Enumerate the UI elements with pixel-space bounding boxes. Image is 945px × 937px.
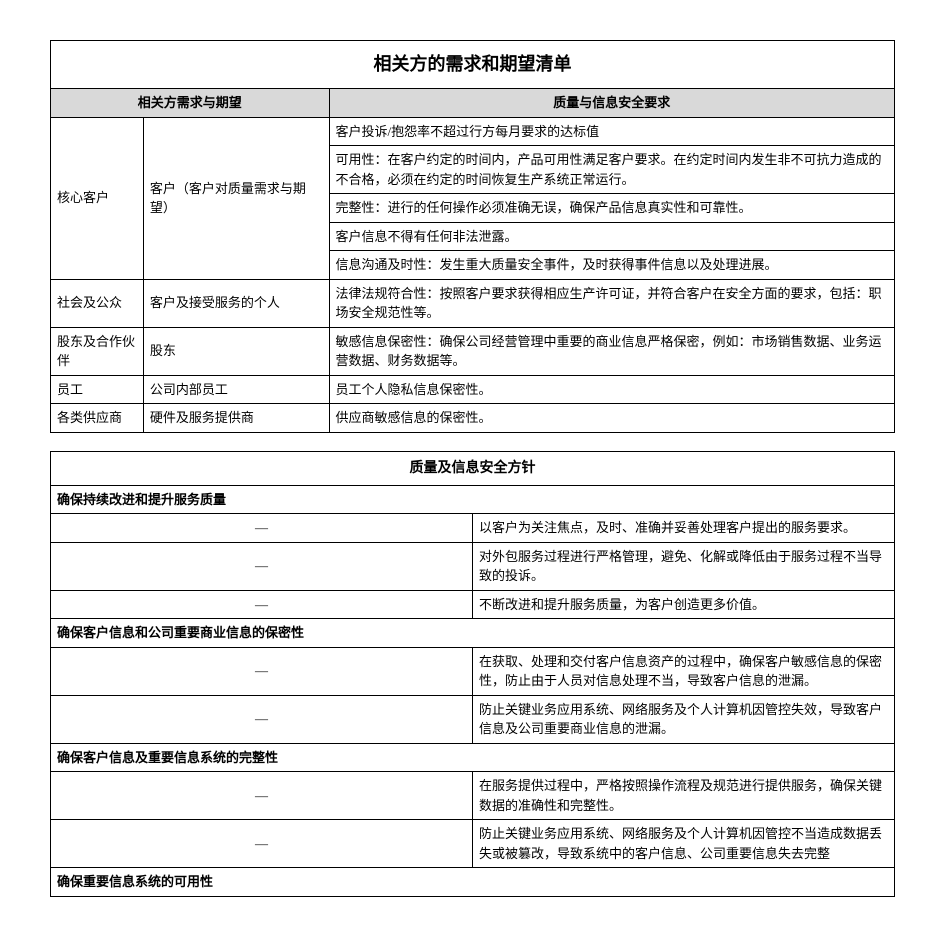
party-cell: 员工 [51, 375, 144, 404]
item-row: — 在获取、处理和交付客户信息资产的过程中，确保客户敏感信息的保密性，防止由于人… [51, 647, 895, 695]
bullet-cell: — [51, 695, 473, 743]
req-cell: 信息沟通及时性：发生重大质量安全事件，及时获得事件信息以及处理进展。 [329, 251, 895, 280]
item-row: — 对外包服务过程进行严格管理，避免、化解或降低由于服务过程不当导致的投诉。 [51, 542, 895, 590]
table1-title: 相关方的需求和期望清单 [51, 41, 895, 89]
bullet-cell: — [51, 647, 473, 695]
group-heading: 确保客户信息和公司重要商业信息的保密性 [51, 619, 895, 648]
sub-cell: 硬件及服务提供商 [143, 404, 329, 433]
group-heading-row: 确保持续改进和提升服务质量 [51, 485, 895, 514]
table-row: 股东及合作伙伴 股东 敏感信息保密性：确保公司经营管理中重要的商业信息严格保密，… [51, 327, 895, 375]
item-cell: 以客户为关注焦点，及时、准确并妥善处理客户提出的服务要求。 [473, 514, 895, 543]
section-title-row: 质量及信息安全方针 [51, 451, 895, 485]
group-heading-row: 确保客户信息及重要信息系统的完整性 [51, 743, 895, 772]
item-cell: 防止关键业务应用系统、网络服务及个人计算机因管控不当造成数据丢失或被篡改，导致系… [473, 820, 895, 868]
table2-title: 质量及信息安全方针 [51, 451, 895, 485]
sub-cell: 股东 [143, 327, 329, 375]
req-cell: 客户投诉/抱怨率不超过行方每月要求的达标值 [329, 117, 895, 146]
group-heading: 确保持续改进和提升服务质量 [51, 485, 895, 514]
policy-table: 质量及信息安全方针 确保持续改进和提升服务质量 — 以客户为关注焦点，及时、准确… [50, 451, 895, 897]
party-cell: 社会及公众 [51, 279, 144, 327]
item-cell: 防止关键业务应用系统、网络服务及个人计算机因管控失效，导致客户信息及公司重要商业… [473, 695, 895, 743]
req-cell: 供应商敏感信息的保密性。 [329, 404, 895, 433]
item-row: — 在服务提供过程中，严格按照操作流程及规范进行提供服务，确保关键数据的准确性和… [51, 772, 895, 820]
bullet-cell: — [51, 514, 473, 543]
table-row: 员工 公司内部员工 员工个人隐私信息保密性。 [51, 375, 895, 404]
header-left: 相关方需求与期望 [51, 89, 330, 118]
stakeholders-table: 相关方的需求和期望清单 相关方需求与期望 质量与信息安全要求 核心客户 客户（客… [50, 40, 895, 433]
header-right: 质量与信息安全要求 [329, 89, 895, 118]
group-heading-row: 确保重要信息系统的可用性 [51, 868, 895, 897]
item-cell: 在服务提供过程中，严格按照操作流程及规范进行提供服务，确保关键数据的准确性和完整… [473, 772, 895, 820]
bullet-cell: — [51, 542, 473, 590]
item-row: — 不断改进和提升服务质量，为客户创造更多价值。 [51, 590, 895, 619]
item-row: — 防止关键业务应用系统、网络服务及个人计算机因管控失效，导致客户信息及公司重要… [51, 695, 895, 743]
req-cell: 敏感信息保密性：确保公司经营管理中重要的商业信息严格保密，例如：市场销售数据、业… [329, 327, 895, 375]
req-cell: 客户信息不得有任何非法泄露。 [329, 222, 895, 251]
table-row: 社会及公众 客户及接受服务的个人 法律法规符合性：按照客户要求获得相应生产许可证… [51, 279, 895, 327]
table-row: 核心客户 客户（客户对质量需求与期望） 客户投诉/抱怨率不超过行方每月要求的达标… [51, 117, 895, 146]
bullet-cell: — [51, 772, 473, 820]
sub-cell: 客户及接受服务的个人 [143, 279, 329, 327]
title-row: 相关方的需求和期望清单 [51, 41, 895, 89]
page-container: 相关方的需求和期望清单 相关方需求与期望 质量与信息安全要求 核心客户 客户（客… [50, 40, 895, 897]
party-cell: 核心客户 [51, 117, 144, 279]
item-cell: 在获取、处理和交付客户信息资产的过程中，确保客户敏感信息的保密性，防止由于人员对… [473, 647, 895, 695]
item-row: — 以客户为关注焦点，及时、准确并妥善处理客户提出的服务要求。 [51, 514, 895, 543]
group-heading: 确保重要信息系统的可用性 [51, 868, 895, 897]
req-cell: 法律法规符合性：按照客户要求获得相应生产许可证，并符合客户在安全方面的要求，包括… [329, 279, 895, 327]
req-cell: 员工个人隐私信息保密性。 [329, 375, 895, 404]
sub-cell: 公司内部员工 [143, 375, 329, 404]
bullet-cell: — [51, 820, 473, 868]
req-cell: 可用性：在客户约定的时间内，产品可用性满足客户要求。在约定时间内发生非不可抗力造… [329, 146, 895, 194]
item-cell: 对外包服务过程进行严格管理，避免、化解或降低由于服务过程不当导致的投诉。 [473, 542, 895, 590]
gap [50, 433, 895, 451]
group-heading: 确保客户信息及重要信息系统的完整性 [51, 743, 895, 772]
bullet-cell: — [51, 590, 473, 619]
table-row: 各类供应商 硬件及服务提供商 供应商敏感信息的保密性。 [51, 404, 895, 433]
sub-cell: 客户（客户对质量需求与期望） [143, 117, 329, 279]
item-cell: 不断改进和提升服务质量，为客户创造更多价值。 [473, 590, 895, 619]
item-row: — 防止关键业务应用系统、网络服务及个人计算机因管控不当造成数据丢失或被篡改，导… [51, 820, 895, 868]
group-heading-row: 确保客户信息和公司重要商业信息的保密性 [51, 619, 895, 648]
req-cell: 完整性：进行的任何操作必须准确无误，确保产品信息真实性和可靠性。 [329, 194, 895, 223]
party-cell: 股东及合作伙伴 [51, 327, 144, 375]
header-row: 相关方需求与期望 质量与信息安全要求 [51, 89, 895, 118]
party-cell: 各类供应商 [51, 404, 144, 433]
